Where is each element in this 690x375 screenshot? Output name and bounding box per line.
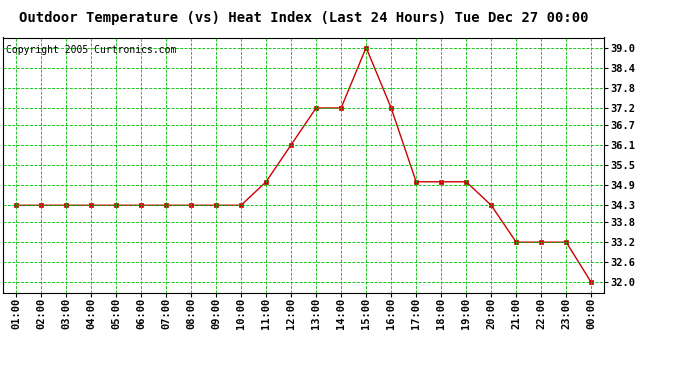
Text: Copyright 2005 Curtronics.com: Copyright 2005 Curtronics.com: [6, 45, 177, 55]
Text: Outdoor Temperature (vs) Heat Index (Last 24 Hours) Tue Dec 27 00:00: Outdoor Temperature (vs) Heat Index (Las…: [19, 11, 589, 25]
